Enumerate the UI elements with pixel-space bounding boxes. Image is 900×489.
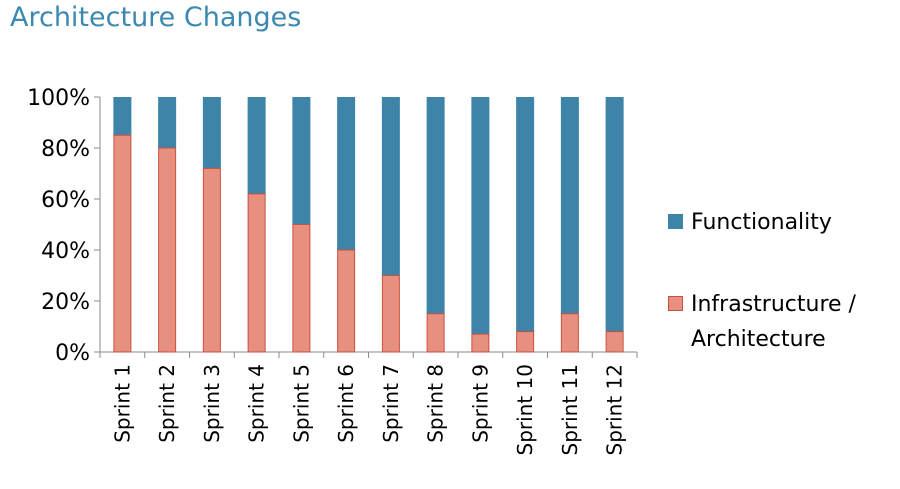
bar-infrastructure (202, 167, 221, 353)
bar-functionality (381, 97, 400, 276)
x-tick-label: Sprint 3 (200, 364, 224, 443)
legend-item-functionality: Functionality (668, 205, 832, 240)
x-tick-label: Sprint 4 (245, 364, 269, 443)
bar-functionality (426, 97, 445, 314)
x-tick-label: Sprint 11 (558, 364, 582, 456)
bar-infrastructure (426, 313, 445, 353)
bar-infrastructure (471, 333, 490, 353)
legend-item-infrastructure: Infrastructure / Architecture (668, 287, 893, 357)
stacked-bar-chart: 0% 20% 40% 60% 80% 100% Sprint 1 Sprint 2 Sprint… (27, 86, 638, 456)
y-tick-label: 0% (55, 341, 90, 366)
bar-functionality (202, 97, 221, 169)
legend-label-infrastructure: Infrastructure / Architecture (691, 292, 856, 352)
bar-infrastructure (292, 224, 311, 353)
x-tick-label: Sprint 10 (513, 364, 537, 456)
bar-infrastructure (381, 275, 400, 353)
bar-infrastructure (560, 313, 579, 353)
x-tick-label: Sprint 9 (468, 364, 492, 443)
bar-functionality (337, 97, 356, 250)
chart-title: Architecture Changes (10, 2, 302, 33)
bar-infrastructure (113, 134, 132, 353)
bar-functionality (113, 97, 132, 136)
legend-swatch-functionality (668, 214, 683, 229)
bar-infrastructure (247, 193, 266, 353)
y-tick-label: 40% (41, 239, 90, 264)
legend-swatch-infrastructure (668, 296, 683, 311)
bar-infrastructure (337, 249, 356, 353)
bar-functionality (292, 97, 311, 225)
y-tick-label: 20% (41, 290, 90, 315)
x-tick-label: Sprint 7 (379, 364, 403, 443)
x-tick-label: Sprint 2 (155, 364, 179, 443)
bar-functionality (560, 97, 579, 314)
x-tick-label: Sprint 8 (424, 364, 448, 443)
x-tick-label: Sprint 12 (603, 364, 627, 456)
y-tick-label: 80% (41, 137, 90, 162)
legend-label-functionality: Functionality (691, 210, 832, 235)
bar-infrastructure (516, 331, 535, 353)
bar-infrastructure (605, 331, 624, 353)
bar-functionality (471, 97, 490, 335)
bar-functionality (605, 97, 624, 332)
y-tick-label: 60% (41, 188, 90, 213)
bar-functionality (516, 97, 535, 332)
bar-infrastructure (158, 147, 177, 353)
x-tick-label: Sprint 6 (334, 364, 358, 443)
y-tick-label: 100% (27, 86, 90, 111)
x-tick-label: Sprint 5 (289, 364, 313, 443)
bar-functionality (158, 97, 177, 148)
x-tick-label: Sprint 1 (110, 364, 134, 443)
bar-functionality (247, 97, 266, 194)
